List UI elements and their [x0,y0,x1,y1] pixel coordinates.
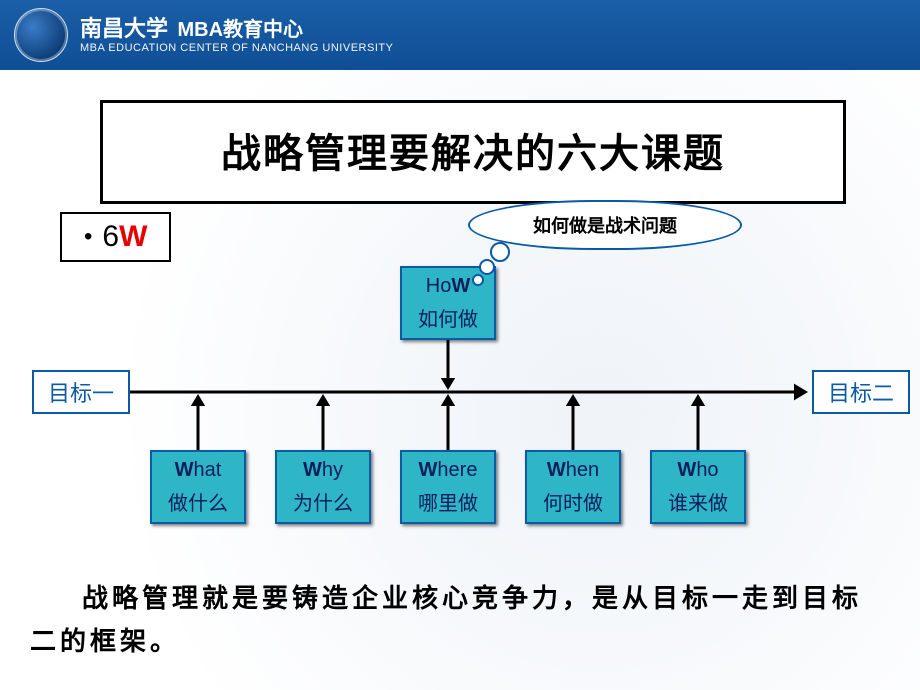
header-title: 南昌大学 MBA教育中心 [80,16,393,42]
goal-right: 目标二 [812,370,910,414]
node-who: Who谁来做 [650,450,746,524]
node-when: When何时做 [525,450,621,524]
bullet-icon: • [84,225,92,249]
thought-bubble-text: 如何做是战术问题 [533,212,677,238]
mba-center-label: MBA教育中心 [178,19,304,41]
node-how-en: HoW [426,271,470,301]
thought-bubble-dot [472,274,484,286]
six-w-label: • 6W [60,212,171,262]
slide-caption: 战略管理就是要铸造企业核心竞争力，是从目标一走到目标二的框架。 [30,578,890,664]
w-text: W [119,220,147,253]
node-why: Why为什么 [275,450,371,524]
header-text: 南昌大学 MBA教育中心 MBA EDUCATION CENTER OF NAN… [80,16,393,55]
goal-right-label: 目标二 [828,381,894,406]
thought-bubble-dot [490,242,510,262]
node-where: Where哪里做 [400,450,496,524]
university-logo-icon [14,8,68,62]
goal-left: 目标一 [32,370,130,414]
header-subtitle-en: MBA EDUCATION CENTER OF NANCHANG UNIVERS… [80,42,393,55]
thought-bubble: 如何做是战术问题 [468,200,742,250]
header-bar: 南昌大学 MBA教育中心 MBA EDUCATION CENTER OF NAN… [0,0,920,70]
thought-bubble-dot [479,259,495,275]
node-what: What做什么 [150,450,246,524]
six-text: 6 [102,220,119,253]
slide-title: 战略管理要解决的六大课题 [100,100,846,204]
node-how-zh: 如何做 [418,305,478,335]
goal-left-label: 目标一 [48,381,114,406]
university-name: 南昌大学 [80,16,168,41]
